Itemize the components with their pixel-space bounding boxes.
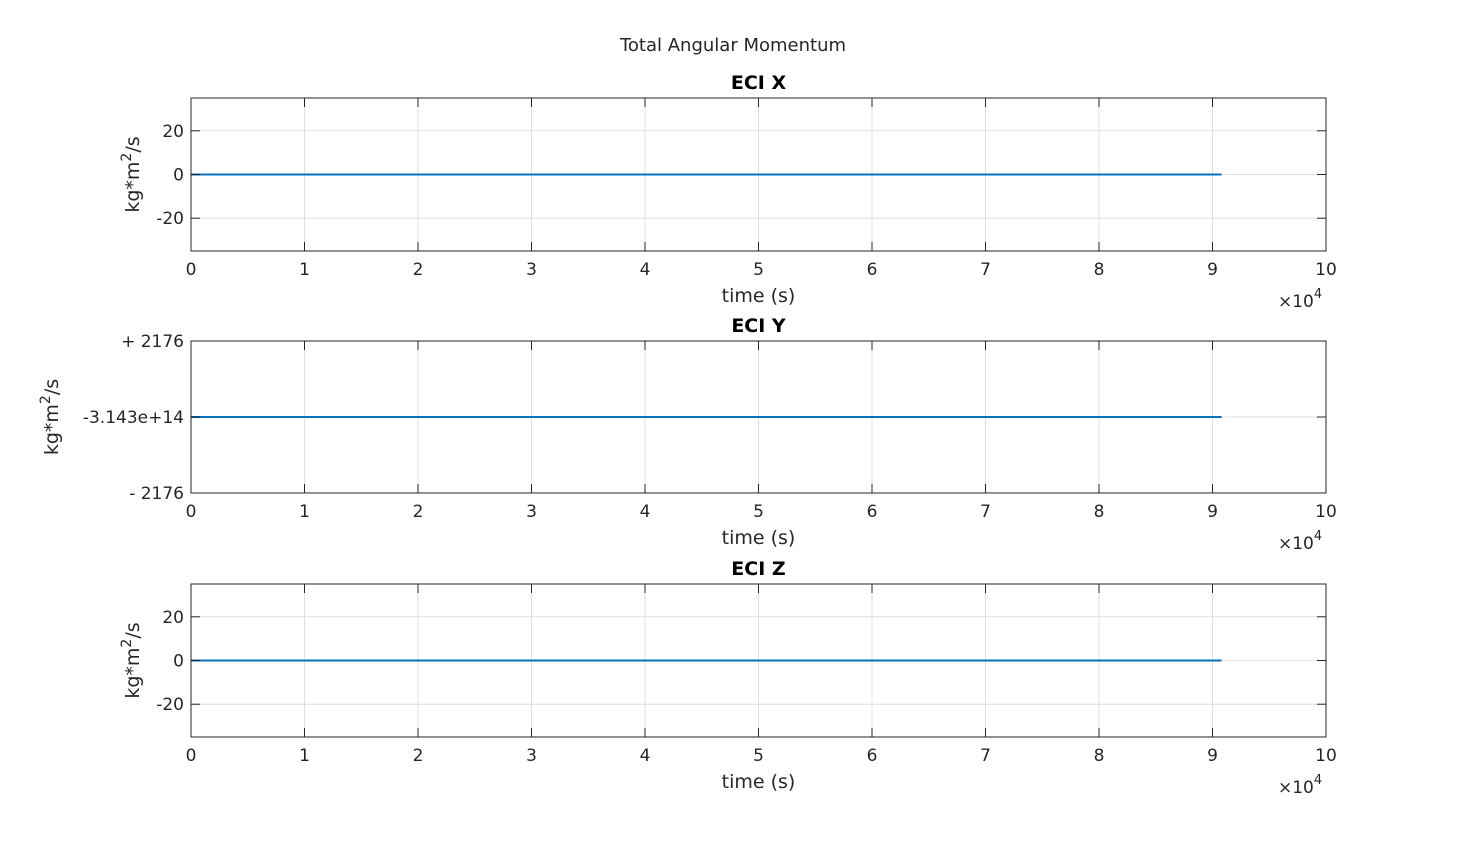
x-tick-label: 7 [980,260,991,280]
x-tick-label: 7 [980,746,991,766]
x-tick-label: 1 [299,746,310,766]
x-tick-label: 2 [413,502,424,522]
x-tick-label: 9 [1207,746,1218,766]
x-tick-label: 0 [186,502,197,522]
y-tick-label: - 2176 [129,484,184,504]
x-exponent-power: 4 [1314,529,1322,544]
x-exponent-power: 4 [1314,287,1322,302]
x-tick-label: 8 [1094,502,1105,522]
axes-1: 0 1 2 3 4 5 6 7 8 9 10 20 0 -20 ECI X time (s) ×104 kg*m2… [119,72,1337,312]
x-tick-label: 5 [753,502,764,522]
x-tick-label: 9 [1207,260,1218,280]
x-tick-label: 1 [299,502,310,522]
x-tick-label: 6 [867,746,878,766]
axes-title: ECI Y [731,315,786,337]
x-tick-label: 3 [526,502,537,522]
x-tick-label: 6 [867,502,878,522]
x-tick-label: 5 [753,746,764,766]
x-tick-label: 4 [640,746,651,766]
axes-title: ECI X [731,72,787,94]
y-tick-label: -20 [156,209,184,229]
x-tick-label: 10 [1315,502,1337,522]
x-axis-label: time (s) [722,771,796,793]
x-tick-label: 8 [1094,746,1105,766]
x-exponent-label: ×104 [1278,773,1322,798]
y-tick-label: 20 [162,122,184,142]
axes-2: 0 1 2 3 4 5 6 7 8 9 10 + 2176 -3.143e+14 - 2176 ECI Y t… [38,315,1337,554]
x-tick-label: 4 [640,502,651,522]
axes-3: 0 1 2 3 4 5 6 7 8 9 10 20 0 -20 ECI Z time (s) ×104 kg*m2… [119,558,1337,798]
x-tick-label: 2 [413,260,424,280]
x-tick-label: 6 [867,260,878,280]
x-tick-label: 3 [526,746,537,766]
x-exponent-label: ×104 [1278,287,1322,312]
x-tick-label: 5 [753,260,764,280]
x-tick-label: 10 [1315,746,1337,766]
x-tick-label: 1 [299,260,310,280]
y-tick-label: -20 [156,695,184,715]
x-tick-label: 0 [186,746,197,766]
figure-title: Total Angular Momentum [619,35,846,56]
x-tick-label: 7 [980,502,991,522]
y-tick-label: -3.143e+14 [83,408,184,428]
y-axis-label: kg*m2/s [119,136,144,212]
axes-title: ECI Z [731,558,785,580]
y-tick-label: 0 [173,166,184,186]
x-tick-label: 10 [1315,260,1337,280]
y-tick-label: 0 [173,652,184,672]
x-exponent-label: ×104 [1278,529,1322,554]
x-axis-label: time (s) [722,285,796,307]
x-tick-label: 3 [526,260,537,280]
x-tick-label: 2 [413,746,424,766]
y-tick-label: 20 [162,608,184,628]
x-tick-label: 8 [1094,260,1105,280]
y-tick-label: + 2176 [121,332,184,352]
x-tick-label: 4 [640,260,651,280]
x-tick-label: 9 [1207,502,1218,522]
x-tick-label: 0 [186,260,197,280]
y-axis-label: kg*m2/s [119,622,144,698]
x-exponent-power: 4 [1314,773,1322,788]
y-axis-label: kg*m2/s [38,379,63,455]
x-axis-label: time (s) [722,527,796,549]
